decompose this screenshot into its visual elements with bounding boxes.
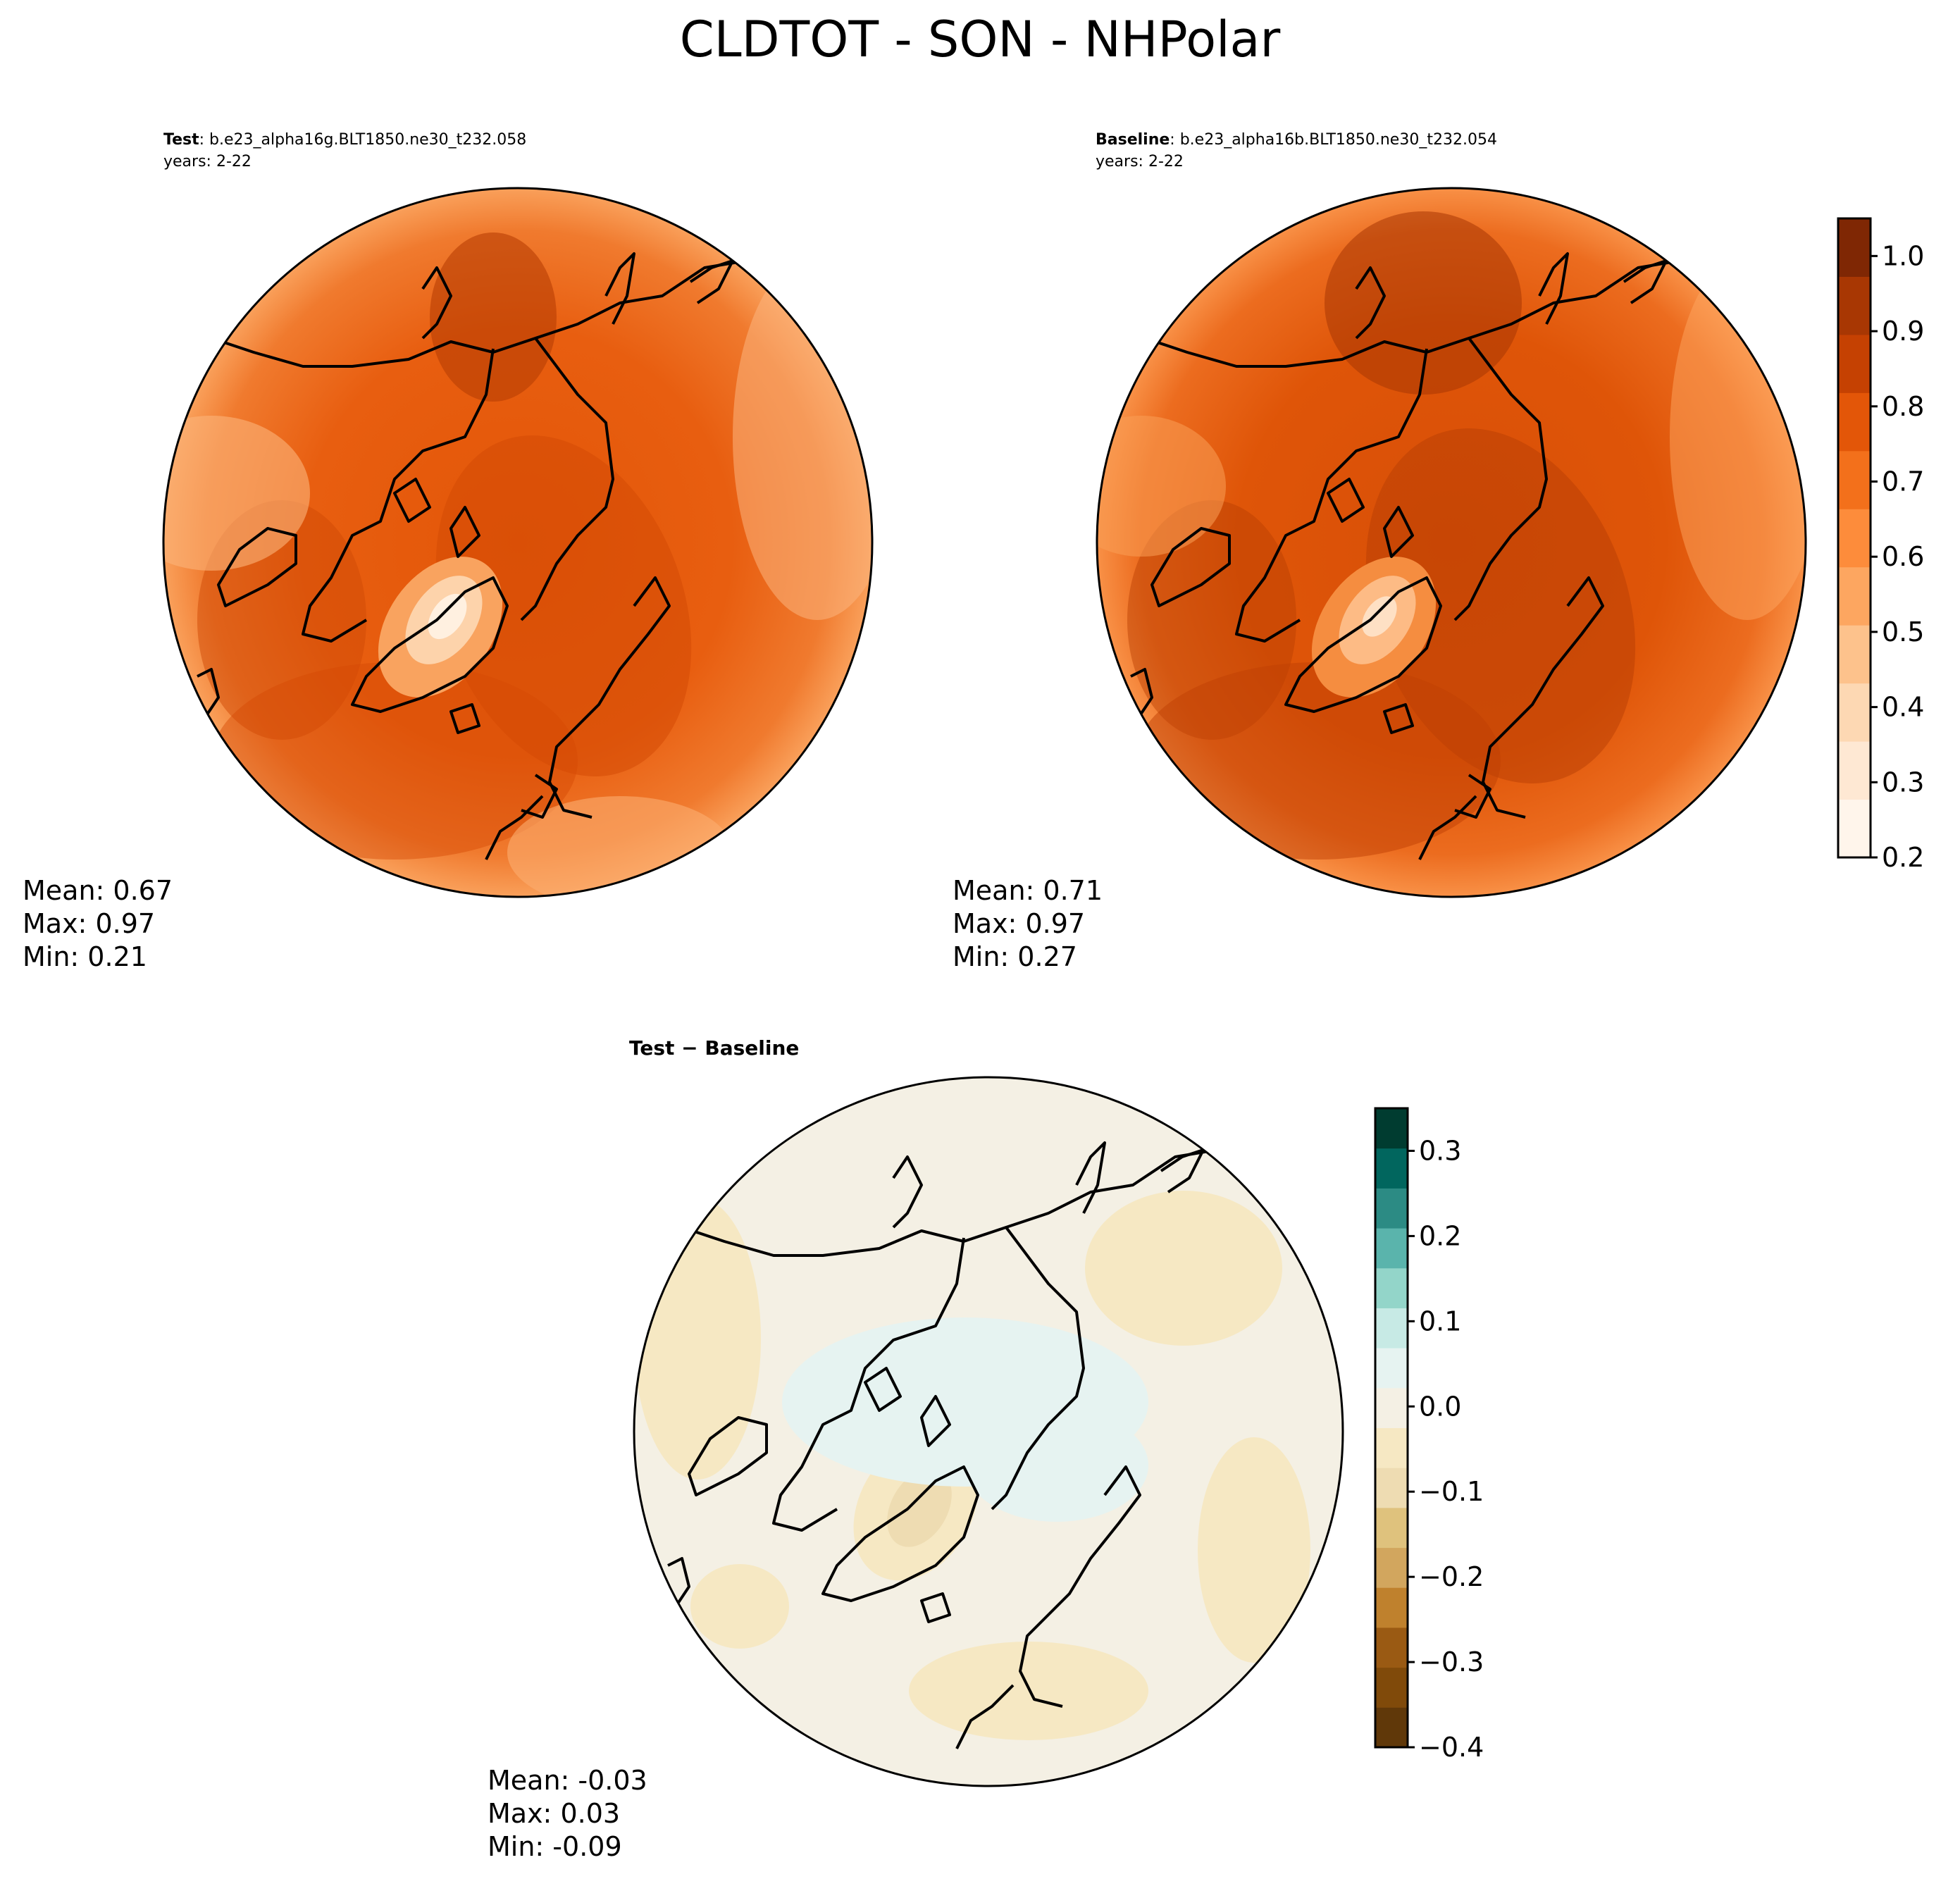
diff-colorbar-tick-label: 0.0 <box>1419 1391 1461 1422</box>
diff-colorbar-tick-label: −0.1 <box>1419 1476 1484 1507</box>
main-colorbar-swatch <box>1838 276 1871 335</box>
main-colorbar-tick-label: 0.8 <box>1882 391 1924 422</box>
diff-stat-mean: Mean: -0.03 <box>488 1765 647 1796</box>
test-panel: Test: b.e23_alpha16g.BLT1850.ne30_t232.0… <box>23 131 874 972</box>
test-coastlines <box>189 252 783 860</box>
diff-colorbar-swatch <box>1375 1547 1408 1588</box>
diff-colorbar-swatch <box>1375 1267 1408 1308</box>
baseline-stat-min: Min: 0.27 <box>953 941 1077 972</box>
main-colorbar-swatch <box>1838 509 1871 568</box>
diff-polar-map <box>634 1077 1343 1786</box>
main-colorbar-swatch <box>1838 450 1871 509</box>
test-header: Test: b.e23_alpha16g.BLT1850.ne30_t232.0… <box>163 131 526 149</box>
diff-colorbar: 0.3 0.2 0.1 0.0 −0.1 −0.2 −0.3 −0.4 <box>1374 1107 1484 1763</box>
diff-colorbar-tick-label: 0.3 <box>1419 1135 1461 1166</box>
diff-panel: Test − Baseline <box>488 1036 1344 1862</box>
main-colorbar-tick-label: 1.0 <box>1882 240 1924 271</box>
main-colorbar-swatch <box>1838 683 1871 742</box>
diff-colorbar-swatch <box>1375 1308 1408 1348</box>
main-colorbar-swatch <box>1838 566 1871 626</box>
main-colorbar-tick-label: 0.2 <box>1882 842 1924 873</box>
diff-colorbar-swatch <box>1375 1468 1408 1508</box>
diff-colorbar-tick-label: 0.1 <box>1419 1306 1461 1337</box>
main-colorbar-swatch <box>1838 625 1871 684</box>
main-colorbar-frame <box>1837 217 1872 859</box>
main-colorbar-tick-label: 0.7 <box>1882 466 1924 497</box>
diff-title: Test − Baseline <box>629 1036 799 1060</box>
diff-coastlines <box>659 1141 1253 1749</box>
diff-colorbar-swatch <box>1375 1587 1408 1628</box>
main-colorbar-swatch <box>1838 392 1871 452</box>
diff-colorbar-tick-label: −0.4 <box>1419 1732 1484 1763</box>
diff-colorbar-swatch <box>1375 1188 1408 1229</box>
test-stat-max: Max: 0.97 <box>23 908 155 939</box>
diff-map-boundary <box>633 1076 1344 1787</box>
baseline-years: years: 2-22 <box>1096 153 1184 170</box>
test-polar-map <box>163 188 872 897</box>
figure-title: CLDTOT - SON - NHPolar <box>680 11 1281 68</box>
diff-colorbar-swatch <box>1375 1667 1408 1708</box>
diff-colorbar-swatch <box>1375 1108 1408 1149</box>
test-map-boundary <box>162 187 874 898</box>
diff-colorbar-frame <box>1374 1107 1409 1749</box>
diff-colorbar-swatch <box>1375 1148 1408 1189</box>
diff-colorbar-swatch <box>1375 1348 1408 1389</box>
main-colorbar-tick-label: 0.6 <box>1882 541 1924 572</box>
main-colorbar-swatch <box>1838 741 1871 800</box>
diff-colorbar-swatch <box>1375 1387 1408 1428</box>
test-years: years: 2-22 <box>163 153 252 170</box>
main-colorbar-tick-label: 0.5 <box>1882 616 1924 647</box>
baseline-header: Baseline: b.e23_alpha16b.BLT1850.ne30_t2… <box>1096 131 1497 149</box>
baseline-map-boundary <box>1096 187 1807 898</box>
main-colorbar-tick-label: 0.4 <box>1882 692 1924 723</box>
baseline-polar-map <box>1097 188 1806 897</box>
main-colorbar-swatch <box>1838 334 1871 393</box>
main-colorbar-tick-label: 0.3 <box>1882 767 1924 798</box>
test-label: Test <box>163 131 199 149</box>
baseline-coastlines <box>1122 252 1716 860</box>
diff-colorbar-swatch <box>1375 1507 1408 1549</box>
main-colorbar-swatch <box>1838 799 1871 858</box>
baseline-case-name: : b.e23_alpha16b.BLT1850.ne30_t232.054 <box>1170 131 1497 149</box>
diff-colorbar-tick-label: 0.2 <box>1419 1220 1461 1251</box>
main-colorbar: 0.2 0.3 0.4 0.5 0.6 0.7 0.8 0.9 1.0 <box>1837 217 1924 873</box>
diff-colorbar-tick-label: −0.2 <box>1419 1561 1484 1592</box>
diff-colorbar-tick-label: −0.3 <box>1419 1647 1484 1678</box>
baseline-stat-max: Max: 0.97 <box>953 908 1085 939</box>
diff-stat-min: Min: -0.09 <box>488 1831 622 1862</box>
test-case-name: : b.e23_alpha16g.BLT1850.ne30_t232.058 <box>199 131 527 149</box>
diff-stat-max: Max: 0.03 <box>488 1798 620 1829</box>
diff-colorbar-swatch <box>1375 1427 1408 1468</box>
baseline-label: Baseline <box>1096 131 1170 149</box>
diff-colorbar-swatch <box>1375 1627 1408 1668</box>
diff-colorbar-swatch <box>1375 1707 1408 1748</box>
main-colorbar-swatch <box>1838 218 1871 277</box>
baseline-stat-mean: Mean: 0.71 <box>953 875 1103 906</box>
test-stat-mean: Mean: 0.67 <box>23 875 173 906</box>
baseline-panel: Baseline: b.e23_alpha16b.BLT1850.ne30_t2… <box>953 131 1807 972</box>
main-colorbar-tick-label: 0.9 <box>1882 316 1924 347</box>
test-stat-min: Min: 0.21 <box>23 941 147 972</box>
diff-colorbar-swatch <box>1375 1228 1408 1269</box>
